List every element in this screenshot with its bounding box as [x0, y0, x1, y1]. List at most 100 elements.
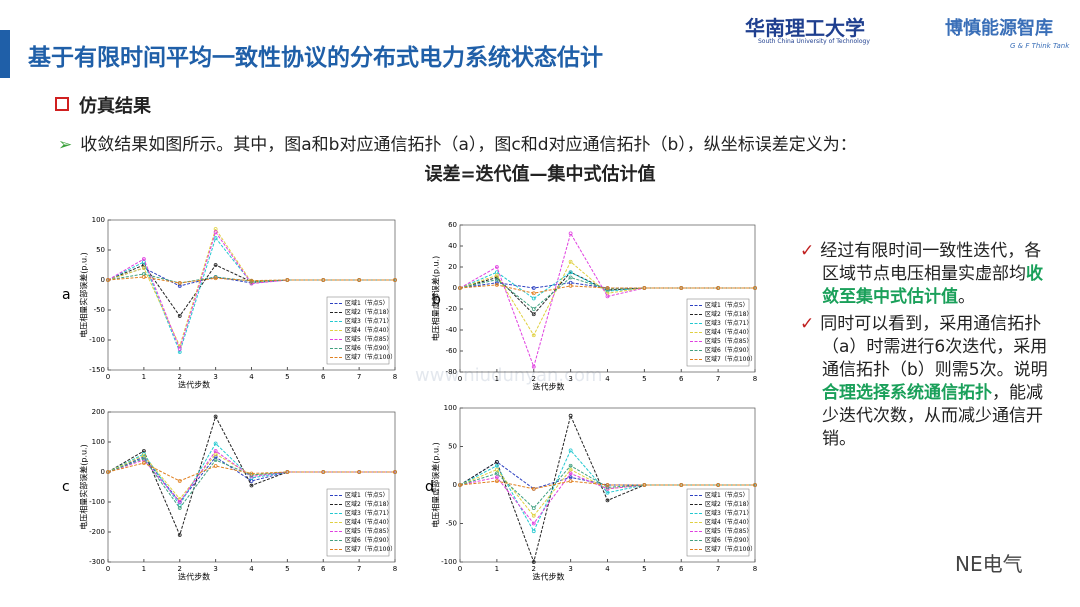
point [141, 452, 146, 456]
point [321, 278, 326, 282]
text: 收敛结果如图所示。其中，图a和b对应通信拓扑（a），图c和d对应通信拓扑（b），… [80, 135, 857, 155]
y-tick-label: -50 [94, 306, 105, 314]
legend-label: 区域2（节点18） [705, 310, 752, 318]
point [213, 276, 218, 281]
x-axis-label: 迭代步数 [178, 572, 210, 582]
point [285, 470, 290, 474]
point [249, 471, 254, 476]
logo-text: 华南理工大学 [745, 16, 865, 40]
y-tick-label: 0 [101, 468, 105, 476]
x-tick-label: 4 [605, 375, 610, 383]
y-tick-label: -300 [89, 558, 105, 566]
point [177, 533, 182, 537]
legend-label: 区域2（节点18） [345, 308, 392, 316]
y-tick-label: -60 [446, 347, 457, 355]
text: 。 [958, 287, 975, 307]
point [568, 479, 573, 484]
y-axis-label: 电压相量虚部误差(p.u.) [431, 442, 441, 527]
y-tick-label: 50 [448, 443, 457, 451]
x-tick-label: 8 [753, 565, 757, 573]
point [494, 282, 499, 287]
point [393, 470, 397, 474]
x-tick-label: 4 [249, 565, 254, 573]
point [605, 294, 610, 299]
x-tick-label: 3 [213, 373, 217, 381]
point [531, 291, 536, 296]
legend-label: 区域1（节点5） [345, 491, 389, 499]
x-tick-label: 7 [357, 373, 361, 381]
notes: ✓ 经过有限时间一致性迭代，各区域节点电压相量实虚部均收敛至集中式估计值。 ✓ 同时… [800, 240, 1050, 455]
legend-label: 区域1（节点5） [705, 491, 749, 499]
point [141, 461, 146, 465]
x-tick-label: 5 [642, 375, 646, 383]
x-tick-label: 7 [357, 565, 361, 573]
slide-title: 基于有限时间平均一致性协议的分布式电力系统状态估计 [28, 45, 603, 71]
point [753, 286, 757, 290]
point [531, 364, 536, 369]
y-tick-label: 0 [453, 481, 457, 489]
x-tick-label: 0 [106, 373, 110, 381]
point [568, 270, 573, 275]
point [494, 265, 499, 269]
point [177, 479, 182, 483]
point [531, 333, 536, 338]
x-axis-label: 迭代步数 [178, 380, 210, 390]
point [605, 498, 610, 503]
bullet-text: ➢ 收敛结果如图所示。其中，图a和b对应通信拓扑（a），图c和d对应通信拓扑（b）… [58, 135, 857, 155]
point [249, 278, 254, 283]
point [213, 414, 218, 419]
point [679, 483, 684, 487]
point [568, 475, 573, 480]
point [177, 500, 182, 504]
x-tick-label: 2 [532, 375, 536, 383]
point [177, 281, 182, 285]
point [531, 506, 536, 511]
y-tick-label: -100 [89, 336, 105, 344]
point [531, 486, 536, 491]
point [605, 486, 610, 491]
point [177, 506, 182, 510]
y-tick-label: -100 [441, 558, 457, 566]
point [531, 312, 536, 317]
panel-label: c [62, 479, 70, 495]
point [568, 259, 573, 264]
point [531, 286, 536, 290]
y-tick-label: -150 [89, 366, 105, 374]
legend-label: 区域6（节点90） [705, 536, 752, 544]
title-bar [0, 30, 10, 78]
point [716, 483, 721, 487]
y-axis-label: 电压相量实部误差(p.u.) [79, 444, 89, 529]
point [213, 449, 218, 453]
legend-label: 区域2（节点18） [705, 500, 752, 508]
y-tick-label: -100 [89, 498, 105, 506]
point [531, 513, 536, 518]
point [531, 296, 536, 301]
point [568, 413, 573, 418]
legend-label: 区域3（节点71） [345, 317, 392, 325]
y-axis-label: 电压相量虚部误差(p.u.) [431, 256, 441, 341]
x-tick-label: 8 [393, 373, 397, 381]
point [213, 441, 218, 446]
x-axis-label: 迭代步数 [533, 572, 565, 582]
y-tick-label: 100 [444, 404, 457, 412]
point [605, 483, 610, 487]
legend-label: 区域2（节点18） [345, 500, 392, 508]
point [494, 277, 499, 282]
point [494, 467, 499, 472]
point [213, 458, 218, 462]
legend-label: 区域7（节点100） [345, 353, 396, 361]
note: ✓ 经过有限时间一致性迭代，各区域节点电压相量实虚部均收敛至集中式估计值。 [800, 241, 1043, 307]
point [213, 464, 218, 468]
point [494, 273, 499, 278]
y-tick-label: -20 [446, 305, 457, 313]
x-tick-label: 7 [716, 565, 720, 573]
watermark: www.niudunyan.com [415, 365, 603, 386]
legend-label: 区域6（节点90） [705, 346, 752, 354]
x-tick-label: 3 [568, 565, 572, 573]
y-tick-label: -200 [89, 528, 105, 536]
y-tick-label: -50 [446, 520, 457, 528]
point [753, 483, 757, 487]
point [568, 231, 573, 236]
